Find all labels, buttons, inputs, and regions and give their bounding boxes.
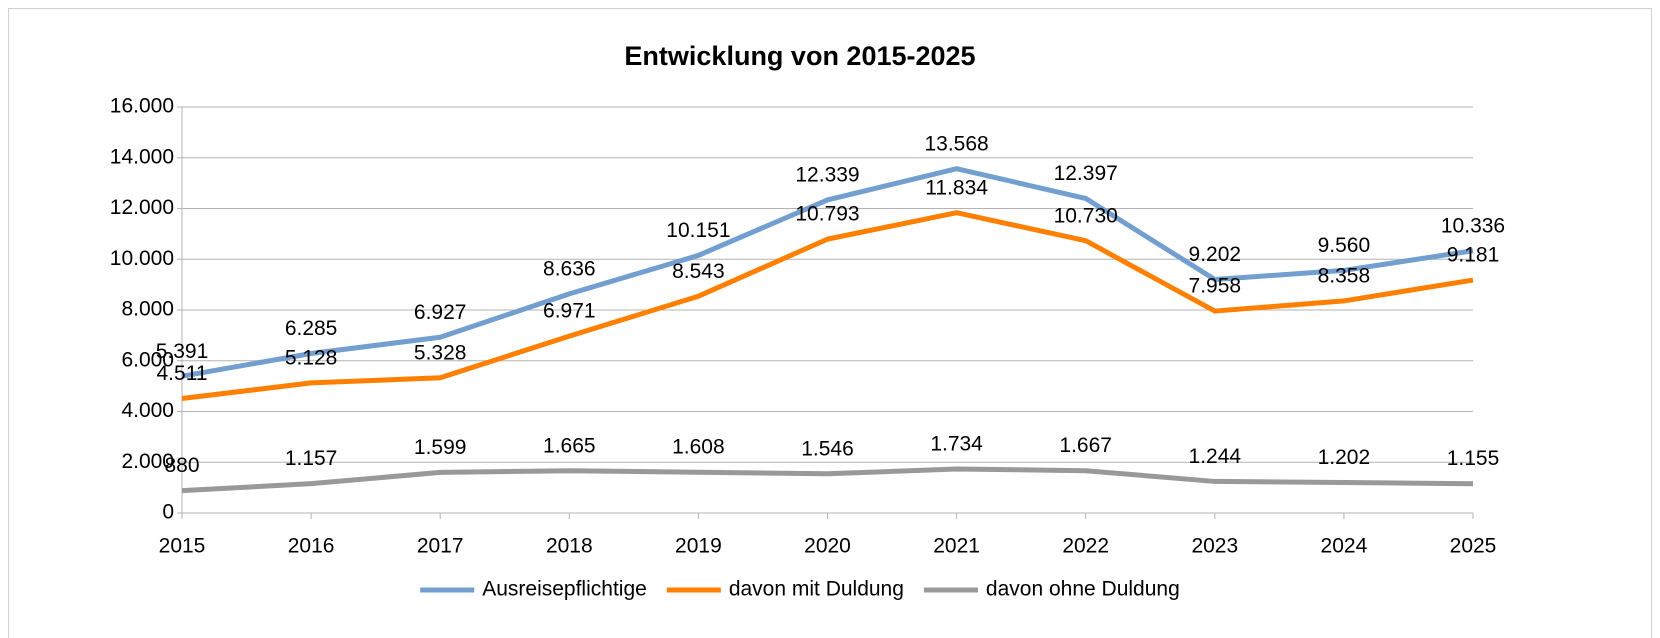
data-label: 10.793 [795,203,859,226]
y-tick-label: 14.000 [110,145,174,168]
data-label: 1.734 [930,433,983,456]
data-label: 1.546 [801,437,854,460]
y-tick-label: 0 [162,501,174,524]
data-label: 6.927 [414,301,467,324]
legend-item: Ausreisepflichtige [420,578,647,601]
data-label: 4.511 [157,362,208,385]
series-line [181,466,1474,494]
data-label: 1.608 [672,436,725,459]
y-tick-label: 12.000 [110,196,174,219]
data-label: 880 [164,454,199,477]
series-line [181,210,1474,402]
x-tick-label: 2025 [1450,535,1497,558]
x-tick-label: 2021 [933,535,980,558]
data-label: 1.157 [285,447,338,470]
data-label: 8.358 [1318,264,1371,287]
chart-title: Entwicklung von 2015-2025 [624,41,975,71]
x-tick-label: 2019 [675,535,722,558]
chart-frame [8,8,1652,638]
data-label: 9.560 [1318,234,1371,257]
y-tick-label: 6.000 [121,348,174,371]
data-label: 12.397 [1054,162,1118,185]
data-label: 7.958 [1189,275,1242,298]
data-label: 1.665 [543,434,596,457]
y-tick-label: 2.000 [121,450,174,473]
y-tick-label: 4.000 [121,399,174,422]
x-tick-label: 2016 [288,535,335,558]
x-tick-label: 2022 [1062,535,1109,558]
series-line [181,166,1474,379]
data-label: 1.599 [414,436,467,459]
data-label: 10.151 [666,219,730,242]
y-tick-label: 10.000 [110,247,174,270]
data-label: 1.667 [1059,434,1112,457]
data-label: 8.636 [543,257,596,280]
x-tick-label: 2015 [159,535,206,558]
data-label: 5.328 [414,341,467,364]
data-label: 6.285 [285,317,338,340]
x-tick-label: 2024 [1321,535,1368,558]
y-tick-label: 16.000 [110,95,174,118]
data-label: 1.202 [1318,446,1371,469]
data-label: 9.202 [1189,243,1242,266]
data-label: 6.971 [543,300,596,323]
data-label: 1.155 [1447,447,1500,470]
x-tick-label: 2018 [546,535,593,558]
data-label: 10.336 [1441,214,1505,237]
data-label: 5.128 [285,346,338,369]
data-label: 5.391 [156,340,209,363]
legend-item: davon mit Duldung [666,578,904,601]
data-label: 13.568 [924,132,988,155]
x-tick-label: 2017 [417,535,464,558]
data-label: 11.834 [925,176,988,199]
legend-label: davon ohne Duldung [986,578,1180,601]
data-label: 1.244 [1189,445,1242,468]
y-tick-label: 8.000 [121,298,174,321]
data-label: 8.543 [672,260,725,283]
legend-label: davon mit Duldung [729,578,904,601]
data-label: 10.730 [1054,204,1118,227]
data-label: 12.339 [795,163,859,186]
legend-label: Ausreisepflichtige [482,578,647,601]
data-label: 9.181 [1447,244,1500,267]
x-tick-label: 2020 [804,535,851,558]
x-tick-label: 2023 [1191,535,1238,558]
legend-item: davon ohne Duldung [923,578,1180,601]
